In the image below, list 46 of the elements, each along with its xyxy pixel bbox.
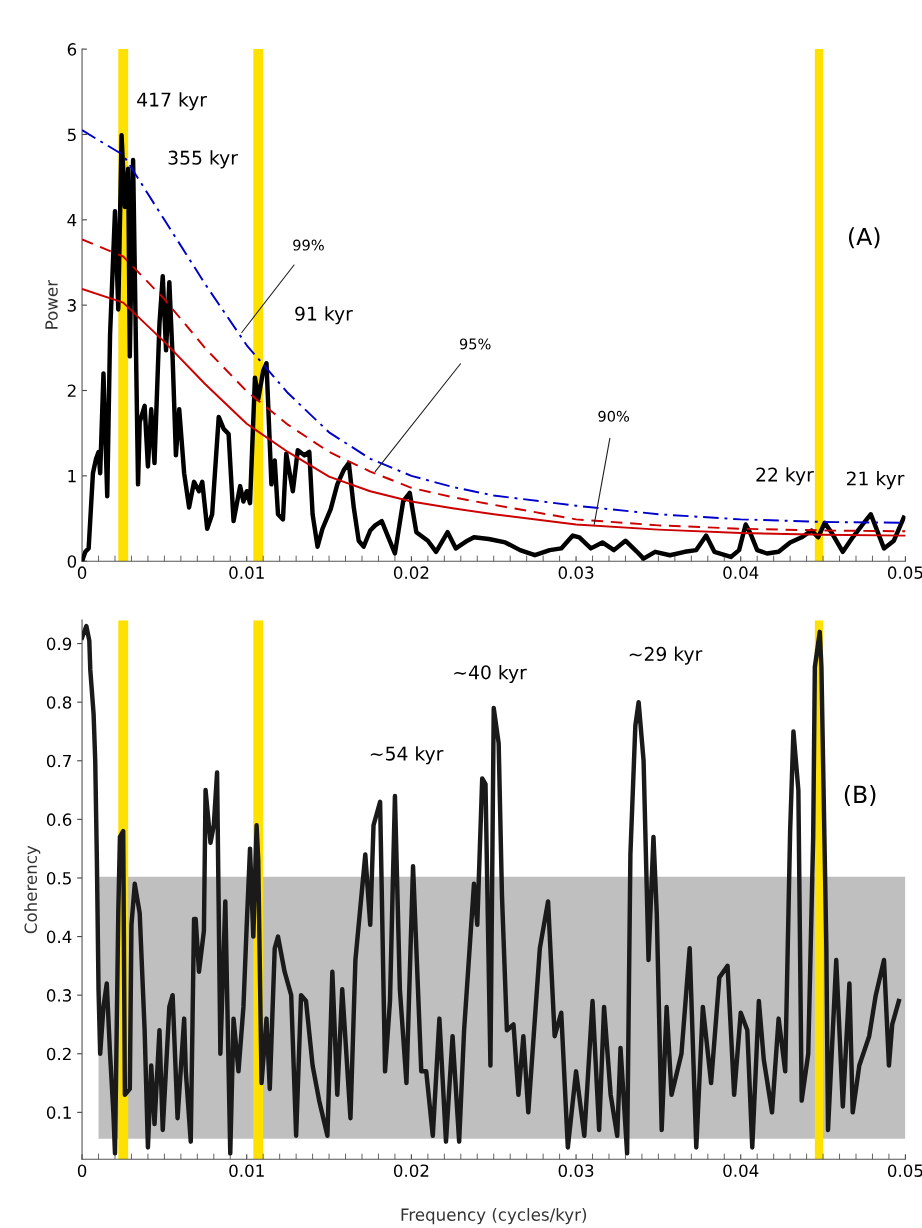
x-tick-label: 0.02 <box>393 566 429 579</box>
annotation: ~54 kyr <box>370 746 444 765</box>
x-tick-label: 0.05 <box>887 566 922 579</box>
x-axis-title: Frequency (cycles/kyr) <box>401 1208 587 1225</box>
x-tick-label: 0.02 <box>393 1164 429 1177</box>
line-series <box>82 287 906 537</box>
y-tick-label: 5 <box>67 128 76 142</box>
x-tick-label: 0.03 <box>558 1164 594 1177</box>
y-tick-label: 3 <box>67 299 76 312</box>
y-tick-label: 0.1 <box>46 1106 71 1119</box>
x-tick-label: 0.01 <box>229 566 264 579</box>
y-tick-label: 0.9 <box>46 637 72 651</box>
y-tick-label: 0.3 <box>46 989 71 1002</box>
annotation: 417 kyr <box>137 92 207 111</box>
y-axis-title: Coherency <box>24 845 41 934</box>
x-tick-label: 0.03 <box>558 566 594 579</box>
annotation: 90% <box>598 410 630 422</box>
y-tick-label: 4 <box>67 213 77 227</box>
y-tick-label: 1 <box>68 470 76 483</box>
line-series <box>82 623 902 1156</box>
y-tick-label: 0.6 <box>46 813 72 826</box>
y-tick-label: 0.7 <box>46 754 71 768</box>
y-tick-label: 6 <box>67 43 77 56</box>
x-tick-label: 0.04 <box>723 566 759 579</box>
annotation: 91 kyr <box>295 306 353 325</box>
annotation: ~40 kyr <box>454 664 527 684</box>
y-tick-label: 0.5 <box>46 871 71 885</box>
y-tick-label: 0.8 <box>46 696 72 709</box>
y-tick-label: 0 <box>67 555 77 568</box>
annotation: 21 kyr <box>846 471 905 490</box>
annotation: 99% <box>293 239 324 251</box>
annotation: (A) <box>848 227 880 249</box>
annotation: (B) <box>844 785 876 807</box>
y-tick-label: 0.2 <box>46 1047 71 1061</box>
annotation: 95% <box>459 338 491 350</box>
annotation: 22 kyr <box>756 467 814 486</box>
y-axis-title: Power <box>45 279 58 329</box>
x-tick-label: 0.05 <box>887 1164 922 1177</box>
annotation: ~29 kyr <box>629 646 703 665</box>
y-tick-label: 2 <box>67 384 76 397</box>
y-tick-label: 0.4 <box>46 930 72 944</box>
x-tick-label: 0 <box>77 566 87 579</box>
annotation: 355 kyr <box>168 150 238 169</box>
x-tick-label: 0.01 <box>229 1164 264 1177</box>
x-tick-label: 0.04 <box>723 1164 759 1177</box>
x-tick-label: 0 <box>77 1164 87 1177</box>
